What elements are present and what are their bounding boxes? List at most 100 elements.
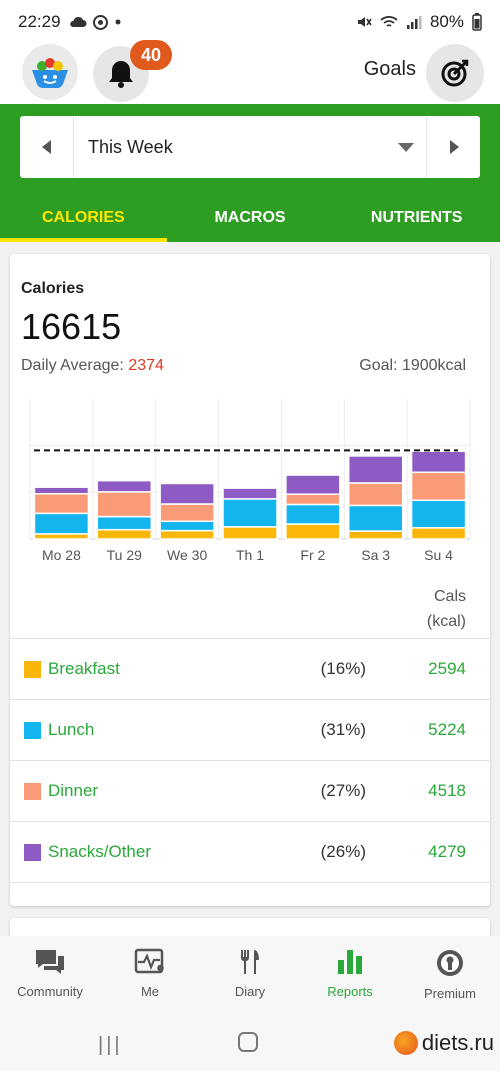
row-name[interactable]: Dinner [48,781,99,800]
bar-segment-lunch [96,515,153,531]
report-tabs: CALORIES MACROS NUTRIENTS [0,194,500,242]
bar-segment-dinner [347,482,404,507]
x-tick-label: We 30 [167,547,207,563]
salad-bowl-icon [32,58,68,89]
bar-segment-lunch [33,512,90,535]
week-selector-label[interactable]: This Week [88,136,173,157]
mute-icon [357,17,372,27]
bar-segment-breakfast [159,529,215,540]
row-value: 4518 [428,781,466,800]
nav-me[interactable]: Me [100,936,200,1012]
tab-nutrients[interactable]: NUTRIENTS [370,209,463,226]
row-name[interactable]: Breakfast [48,659,120,678]
bottom-navigation: Community Me Diary Reports Premium [0,936,500,1012]
heart-pulse-icon [134,948,164,974]
chat-bubbles-icon [36,950,64,974]
system-navigation-bar: ||| diets.ru [0,1012,500,1071]
daily-average: Daily Average: 2374 [21,357,164,375]
bar-segment-lunch [159,520,215,532]
dinner-swatch [24,782,41,800]
breakfast-swatch [24,660,41,678]
lunch-swatch [24,721,41,739]
watermark: diets.ru [393,1030,494,1056]
fork-knife-icon [241,950,259,974]
daily-average-label: Daily Average: [21,357,124,374]
bar-segment-snacks-other [347,455,404,484]
next-week-button[interactable] [426,116,480,178]
row-percent: (27%) [320,781,366,800]
bar-segment-dinner [159,503,215,523]
bar-segment-breakfast [33,533,90,540]
table-row-snacks[interactable]: Snacks/Other (26%) 4279 [10,822,490,883]
week-dropdown-button[interactable] [386,139,426,156]
row-value: 5224 [428,720,466,739]
bar-segment-lunch [410,499,467,529]
triangle-left-icon [41,140,51,154]
nav-community[interactable]: Community [0,936,100,1012]
status-right-icons: 80% [356,12,482,32]
goal-text: Goal: 1900kcal [359,357,466,374]
total-calories: 16615 [21,306,122,347]
status-left-icons [69,14,122,30]
premium-badge-icon [437,950,463,976]
calories-chart[interactable]: Mo 28 Tu 29 We 30 Th 1 Fr 2 Sa 3 Su 4 [10,394,490,574]
x-tick-label: Fr 2 [300,547,325,563]
bar-segment-snacks-other [410,450,467,474]
bar-segment-lunch [222,498,278,528]
bar-segment-breakfast [222,526,278,540]
daily-average-value: 2374 [128,357,164,374]
battery-percent: 80% [429,12,464,31]
triangle-right-icon [449,140,459,154]
status-bar: 22:29 80% [0,0,500,44]
nav-label: Me [140,984,160,999]
card-title: Calories [21,280,85,297]
tab-calories[interactable]: CALORIES [0,194,167,242]
nav-label: Community [17,984,83,999]
bar-segment-lunch [285,503,341,525]
nav-diary[interactable]: Diary [200,936,300,1012]
bar-segment-breakfast [96,528,153,540]
row-name[interactable]: Snacks/Other [48,842,151,861]
row-percent: (26%) [320,842,366,861]
tab-macros[interactable]: MACROS [214,209,286,226]
bar-segment-snacks-other [96,479,153,493]
notifications-button[interactable] [93,46,149,102]
nav-premium[interactable]: Premium [400,936,500,1012]
previous-week-button[interactable] [20,116,74,178]
goals-label[interactable]: Goals [363,58,416,80]
row-name[interactable]: Lunch [48,720,95,739]
x-tick-label: Su 4 [424,547,453,563]
bar-segment-dinner [285,493,341,506]
bar-segment-breakfast [285,523,341,540]
app-header: 40 Goals [0,40,500,104]
table-header: Cals (kcal) [427,584,466,634]
reports-header: This Week CALORIES MACROS NUTRIENTS [0,104,500,242]
table-row-dinner[interactable]: Dinner (27%) 4518 [10,761,490,822]
wifi-icon [380,16,398,27]
table-row-breakfast[interactable]: Breakfast (16%) 2594 [10,639,490,700]
goals-button[interactable] [426,44,484,102]
bar-segment-dinner [410,471,467,502]
table-row-lunch[interactable]: Lunch (31%) 5224 [10,700,490,761]
bar-segment-snacks-other [222,487,278,500]
snacks-swatch [24,843,41,861]
app-logo[interactable] [22,44,78,100]
nav-label: Reports [327,984,373,999]
recent-apps-button[interactable]: ||| [98,1034,123,1056]
x-tick-label: Mo 28 [42,547,81,563]
caret-down-icon [398,142,414,152]
bar-segment-lunch [347,504,404,532]
signal-icon [406,16,422,29]
cloud-icon [69,16,87,27]
apple-logo-icon [393,1031,418,1055]
home-button[interactable] [238,1032,258,1052]
nav-reports[interactable]: Reports [300,936,400,1012]
bar-segment-dinner [33,492,90,515]
target-icon [441,59,469,87]
week-selector[interactable]: This Week [20,116,480,178]
x-tick-label: Sa 3 [361,547,390,563]
meal-breakdown-table: Breakfast (16%) 2594 Lunch (31%) 5224 Di… [10,638,490,883]
bar-segment-dinner [96,491,153,518]
nav-label: Diary [234,984,266,999]
notification-count-badge: 40 [130,40,172,70]
